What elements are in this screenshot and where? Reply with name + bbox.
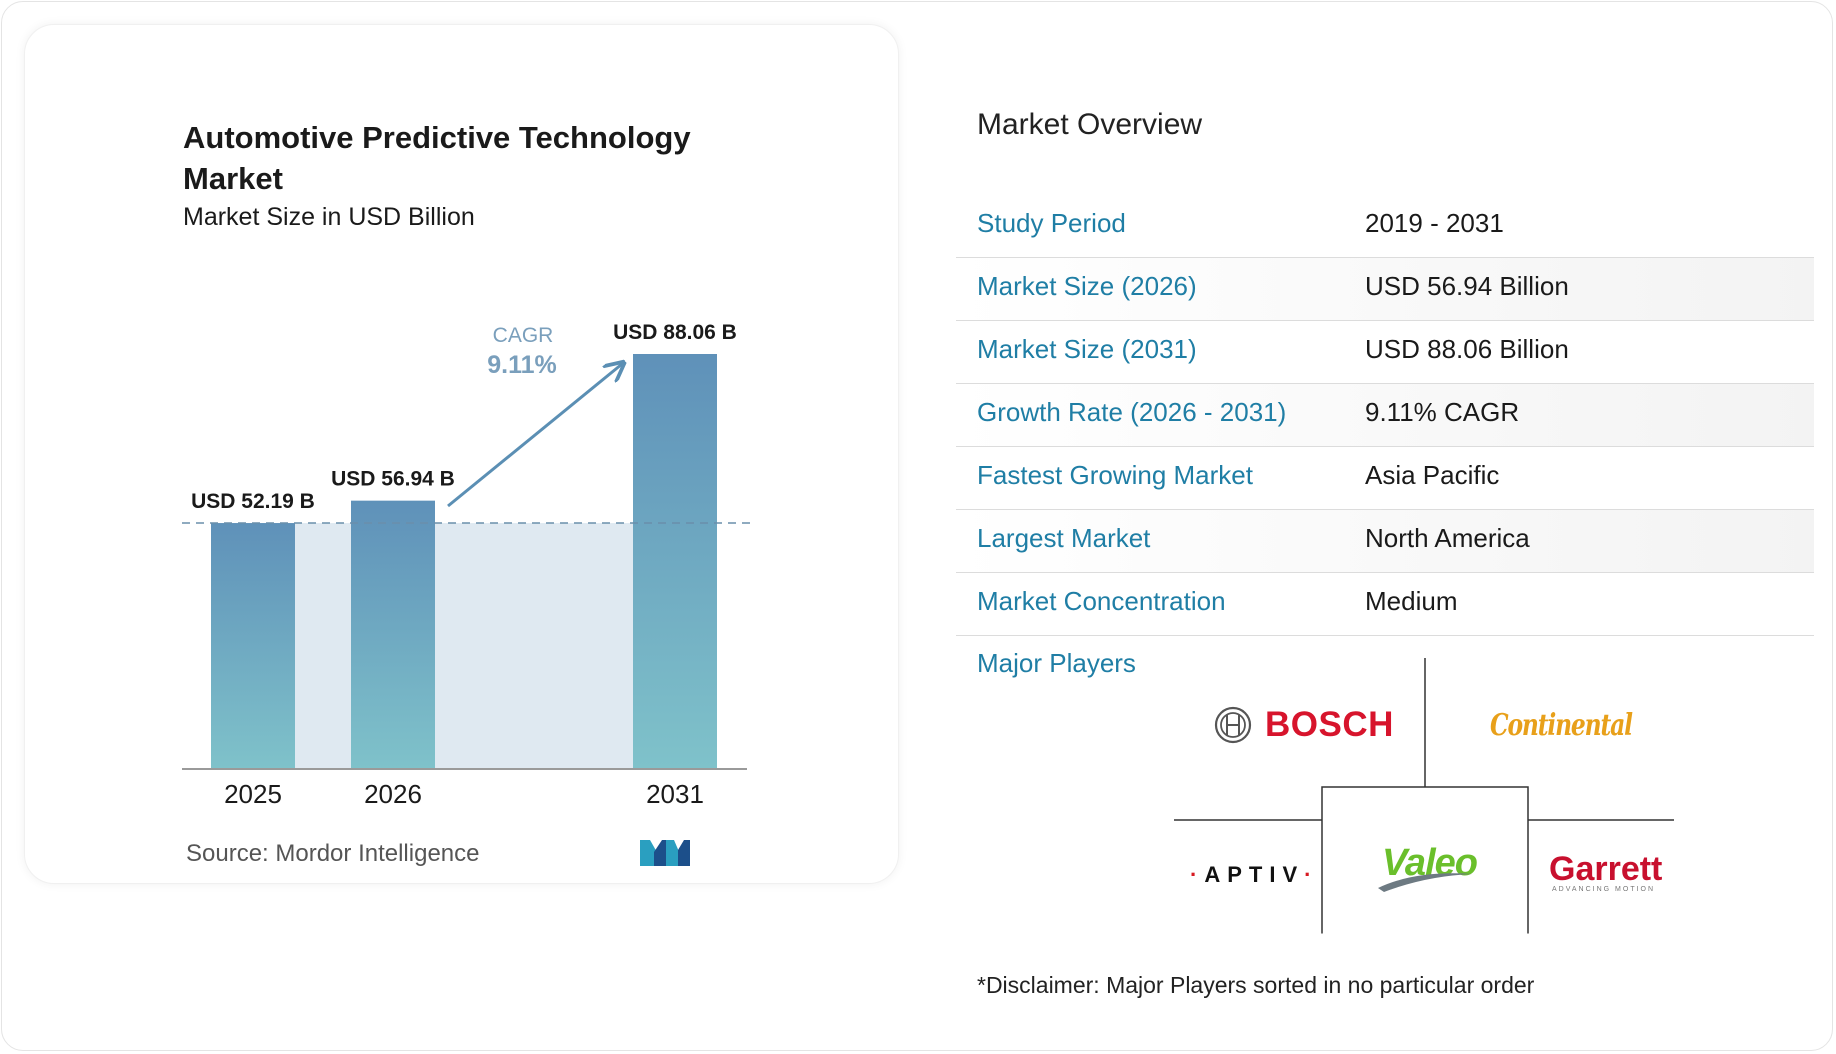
x-tick-label-2025: 2025 xyxy=(224,779,282,809)
cagr-value: 9.11% xyxy=(487,351,557,379)
bar-2025 xyxy=(211,523,295,769)
major-players-label: Major Players xyxy=(977,648,1136,678)
source-text: Source: Mordor Intelligence xyxy=(186,840,480,867)
bosch-emblem-icon xyxy=(1214,706,1252,744)
labels-group: USD 52.19 B 2025 USD 56.94 B 2026 USD 88.06 … xyxy=(191,321,737,809)
bars-group xyxy=(211,354,717,769)
overview-value: 2019 - 2031 xyxy=(1365,208,1504,238)
bar-chart: CAGR 9.11% USD 52.19 B 2025 USD 56.94 B 202… xyxy=(182,321,752,809)
overview-label: Market Size (2031) xyxy=(977,334,1197,364)
data-label-2031: USD 88.06 B xyxy=(613,321,737,344)
garrett-logo: Garrett xyxy=(1549,850,1663,888)
mordor-logo-icon xyxy=(640,840,690,866)
overview-value: USD 56.94 Billion xyxy=(1365,271,1569,301)
overview-row: Market Size (2031) USD 88.06 Billion xyxy=(956,321,1814,384)
overview-label: Market Size (2026) xyxy=(977,271,1197,301)
overview-label: Market Concentration xyxy=(977,586,1226,616)
chart-title: Automotive Predictive Technology Market xyxy=(183,120,691,196)
overview-row: Fastest Growing Market Asia Pacific xyxy=(956,447,1814,510)
overview-row: Market Size (2026) USD 56.94 Billion xyxy=(956,258,1814,321)
overview-row: Growth Rate (2026 - 2031) 9.11% CAGR xyxy=(956,384,1814,447)
disclaimer-text: *Disclaimer: Major Players sorted in no … xyxy=(977,972,1535,998)
overview-table: Study Period 2019 - 2031 Market Size (20… xyxy=(956,195,1814,636)
bar-2026 xyxy=(351,500,435,769)
overview-value: USD 88.06 Billion xyxy=(1365,334,1569,364)
overview-label: Largest Market xyxy=(977,523,1151,553)
bosch-logo: BOSCH xyxy=(1265,705,1394,744)
x-tick-label-2026: 2026 xyxy=(364,779,422,809)
data-label-2025: USD 52.19 B xyxy=(191,490,315,513)
overview-label: Study Period xyxy=(977,208,1126,238)
cagr-arrow xyxy=(447,364,622,508)
overview-value: North America xyxy=(1365,523,1530,553)
chart-subtitle: Market Size in USD Billion xyxy=(183,203,475,231)
cagr-label: CAGR xyxy=(493,324,554,347)
x-tick-label-2031: 2031 xyxy=(646,779,704,809)
overview-row: Largest Market North America xyxy=(956,510,1814,573)
valeo-swoosh-icon xyxy=(1378,873,1472,892)
overview-value: 9.11% CAGR xyxy=(1365,397,1520,427)
overview-label: Growth Rate (2026 - 2031) xyxy=(977,397,1287,427)
data-label-2026: USD 56.94 B xyxy=(331,468,455,491)
bar-2031 xyxy=(633,354,717,769)
overview-label: Fastest Growing Market xyxy=(977,460,1253,490)
overview-row: Study Period 2019 - 2031 xyxy=(956,195,1814,258)
aptiv-logo: ·APTIV· xyxy=(1190,862,1319,887)
garrett-tagline: ADVANCING MOTION xyxy=(1552,886,1656,893)
overview-value: Medium xyxy=(1365,586,1458,616)
overview-row: Market Concentration Medium xyxy=(956,573,1814,636)
continental-logo: Continental xyxy=(1490,708,1633,743)
overview-value: Asia Pacific xyxy=(1365,460,1500,490)
overview-title: Market Overview xyxy=(977,108,1203,141)
